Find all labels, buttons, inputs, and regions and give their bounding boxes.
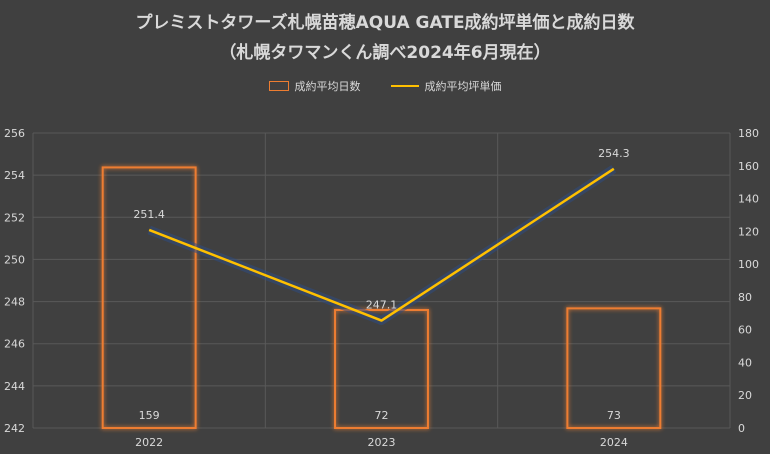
series-line (148, 167, 615, 322)
right-tick-label: 140 (738, 193, 759, 206)
legend-line-label: 成約平均坪単価 (424, 80, 502, 93)
left-tick-label: 244 (4, 380, 25, 393)
right-tick-label: 100 (738, 258, 759, 271)
right-tick-label: 160 (738, 160, 759, 173)
legend-item-bars: 成約平均日数 (268, 78, 361, 94)
line-data-label: 247.1 (366, 299, 398, 312)
right-tick-label: 120 (738, 225, 759, 238)
left-tick-label: 250 (4, 253, 25, 266)
bar-data-label: 159 (139, 409, 160, 422)
left-tick-label: 254 (4, 169, 25, 182)
x-tick-label: 2023 (368, 436, 396, 449)
left-tick-label: 242 (4, 422, 25, 435)
right-tick-label: 0 (738, 422, 745, 435)
legend: 成約平均日数 成約平均坪単価 (0, 78, 770, 94)
legend-bar-label: 成約平均日数 (294, 80, 361, 93)
left-tick-label: 246 (4, 338, 25, 351)
right-tick-label: 180 (738, 127, 759, 140)
bar (334, 309, 429, 429)
line-data-label: 251.4 (133, 208, 165, 221)
left-tick-label: 256 (4, 127, 25, 140)
line-data-label: 254.3 (598, 147, 630, 160)
right-tick-label: 60 (738, 324, 752, 337)
legend-bar-swatch (268, 81, 289, 91)
bar (101, 166, 197, 430)
bar-data-label: 73 (607, 409, 621, 422)
chart-subtitle: （札幌タワマンくん調べ2024年6月現在） (219, 43, 551, 63)
right-tick-label: 40 (738, 356, 752, 369)
legend-item-line: 成約平均坪単価 (390, 78, 502, 94)
right-tick-label: 20 (738, 389, 752, 402)
chart-title: プレミストタワーズ札幌苗穂AQUA GATE成約坪単価と成約日数 (135, 13, 635, 33)
left-tick-label: 248 (4, 296, 25, 309)
x-tick-label: 2022 (135, 436, 163, 449)
bar (566, 307, 662, 429)
left-tick-label: 252 (4, 211, 25, 224)
legend-line-swatch (390, 85, 419, 87)
bar-data-label: 72 (375, 409, 389, 422)
x-tick-label: 2024 (600, 436, 628, 449)
right-tick-label: 80 (738, 291, 752, 304)
